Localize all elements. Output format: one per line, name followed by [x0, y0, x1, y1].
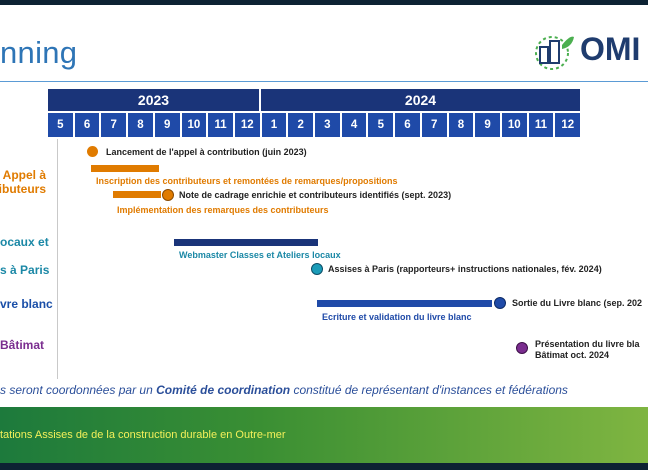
- month-cell: 6: [395, 113, 420, 137]
- milestone-batimat-label-line1: Présentation du livre bla: [535, 339, 640, 349]
- month-cell: 11: [208, 113, 233, 137]
- category-appel: Appel à ributeurs: [0, 168, 46, 196]
- coordination-note-part1: s seront coordonnées par un: [0, 383, 157, 397]
- month-cell: 4: [341, 113, 367, 137]
- month-row: 5 6 7 8 9 10 11 12 1 2 3 4 5 6 7 8 9 10 11 12: [48, 113, 581, 137]
- category-batimat: Bâtimat: [0, 338, 45, 352]
- coordination-note-part2: constitué de représentant d'instances et…: [290, 383, 568, 397]
- month-cell: 3: [315, 113, 340, 137]
- category-livre-blanc: vre blanc: [0, 297, 53, 311]
- category-appel-line1: Appel à: [2, 168, 46, 182]
- milestone-launch-label: Lancement de l'appel à contribution (jui…: [106, 147, 307, 157]
- milestone-note-cadrage-label: Note de cadrage enrichie et contributeur…: [179, 190, 452, 200]
- month-cell: 12: [555, 113, 581, 137]
- task-implementation-label: Implémentation des remarques des contrib…: [117, 205, 329, 215]
- task-webmaster-label: Webmaster Classes et Ateliers locaux: [179, 250, 341, 260]
- task-inscription-label: Inscription des contributeurs et remonté…: [96, 176, 398, 186]
- month-cell: 12: [234, 113, 260, 137]
- task-webmaster-bar: [174, 239, 318, 246]
- month-cell: 10: [501, 113, 527, 137]
- milestone-batimat-dot: [516, 342, 528, 354]
- slide: nning OMI 2023 2024 5 6 7 8 9 10 11 12 1 2 3 4 5 6 7 8 9…: [0, 5, 648, 463]
- month-cell: 6: [74, 113, 100, 137]
- coordination-note-bold: Comité de coordination: [156, 383, 291, 397]
- category-appel-line2: ributeurs: [0, 182, 46, 196]
- milestone-assises-dot: [311, 263, 323, 275]
- month-cell: 9: [154, 113, 180, 137]
- logo-text: OMI: [580, 31, 641, 67]
- slide-title: nning: [0, 35, 78, 70]
- task-ecriture-bar: [317, 300, 492, 307]
- year-2023-header: 2023: [48, 89, 259, 111]
- left-guide-line: [57, 139, 58, 379]
- month-cell: 8: [128, 113, 153, 137]
- month-cell: 10: [181, 113, 207, 137]
- month-cell: 1: [261, 113, 287, 137]
- category-assises: s à Paris: [0, 263, 50, 277]
- month-cell: 8: [448, 113, 474, 137]
- milestone-batimat-label: Présentation du livre bla Bâtimat oct. 2…: [535, 339, 640, 361]
- task-inscription-bar: [91, 165, 159, 172]
- building-leaf-icon: [535, 36, 574, 70]
- milestone-sortie-dot: [494, 297, 506, 309]
- milestone-launch-dot: [87, 146, 98, 157]
- year-2024-header: 2024: [261, 89, 580, 111]
- milestone-note-cadrage-dot: [162, 189, 174, 201]
- month-cell: 5: [368, 113, 394, 137]
- month-cell: 5: [48, 113, 73, 137]
- task-ecriture-label: Ecriture et validation du livre blanc: [322, 312, 472, 322]
- omi-logo: OMI: [532, 29, 648, 75]
- milestone-assises-label: Assises à Paris (rapporteurs+ instructio…: [328, 264, 602, 274]
- title-divider: [0, 81, 648, 82]
- footer-band: [0, 407, 648, 463]
- month-cell: 2: [288, 113, 314, 137]
- month-cell: 7: [421, 113, 447, 137]
- milestone-sortie-label: Sortie du Livre blanc (sep. 202: [512, 298, 643, 308]
- task-implementation-bar: [113, 191, 161, 198]
- coordination-note: s seront coordonnées par un Comité de co…: [0, 383, 568, 397]
- month-cell: 9: [475, 113, 500, 137]
- milestone-batimat-label-line2: Bâtimat oct. 2024: [535, 350, 610, 360]
- category-ateliers: ocaux et: [0, 235, 49, 249]
- month-cell: 11: [528, 113, 554, 137]
- footer-text: tations Assises de de la construction du…: [0, 429, 286, 441]
- month-cell: 7: [101, 113, 127, 137]
